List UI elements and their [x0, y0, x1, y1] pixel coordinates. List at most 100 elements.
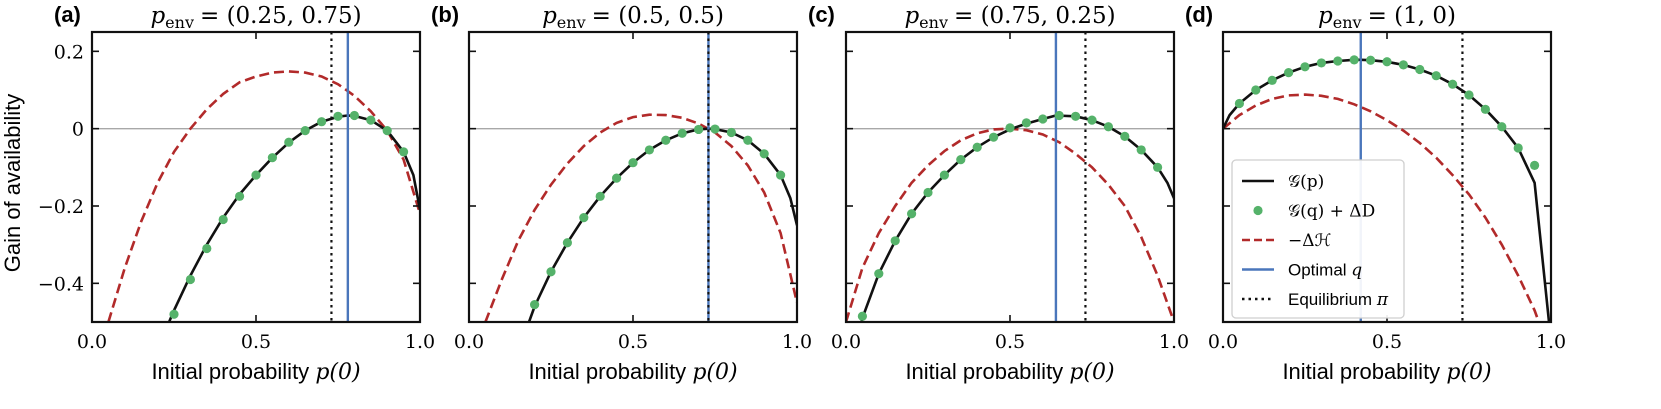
data-point	[1267, 75, 1277, 85]
x-tick-label: 0.0	[77, 331, 107, 353]
title-symbol: p	[1318, 3, 1333, 29]
data-point	[218, 214, 228, 225]
y-tick-label: −0.4	[38, 273, 84, 295]
legend-label-math: q	[1351, 261, 1362, 281]
title-subscript: env	[1333, 13, 1362, 32]
panel-d: 0.0 0.5 1.0 (d) penv = (1, 0) Initial probabil…	[1185, 2, 1566, 385]
x-tick-label: 1.0	[782, 331, 812, 353]
x-axis-label: Initial probability p(0)	[528, 359, 737, 385]
panel-b: 0.0 0.5 1.0 (b) penv = (0.5, 0.5) Initial prob…	[431, 2, 812, 385]
title-value: = (0.75, 0.25)	[954, 3, 1116, 29]
entropy-curve	[1223, 93, 1541, 322]
data-point	[546, 267, 556, 277]
data-point	[1021, 118, 1031, 128]
axes-frame	[844, 30, 1176, 324]
data-point	[1366, 55, 1376, 65]
data-point	[1054, 110, 1064, 121]
data-point	[595, 191, 605, 201]
data-point	[1316, 58, 1326, 68]
x-axis-label: Initial probability p(0)	[905, 359, 1114, 385]
panel-title: penv = (1, 0)	[1318, 3, 1456, 32]
legend-box	[1231, 159, 1405, 319]
x-tick-label: 0.0	[831, 331, 861, 353]
data-point	[890, 236, 900, 246]
legend-label-text: −Δℋ	[1288, 231, 1332, 251]
data-point	[956, 155, 966, 165]
legend-item-optimal: Optimal q	[1242, 261, 1362, 281]
title-subscript: env	[919, 13, 948, 32]
availability-curve	[860, 114, 1174, 322]
data-point	[726, 127, 737, 138]
data-point	[694, 124, 704, 135]
data-point	[628, 158, 638, 168]
entropy-curve	[484, 113, 797, 322]
y-tick-label: 0.2	[54, 41, 84, 63]
data-point	[349, 110, 359, 121]
entropy-curve	[846, 127, 1174, 322]
x-axis-label-text: Initial probability	[528, 359, 692, 384]
legend-item-entropy: −Δℋ	[1242, 231, 1332, 251]
axes-frame	[467, 30, 799, 324]
data-point	[1234, 98, 1244, 109]
data-point	[267, 153, 277, 163]
data-point	[644, 145, 655, 155]
title-value: = (1, 0)	[1368, 3, 1456, 29]
data-point	[1005, 123, 1015, 133]
x-axis-label-math: p(0)	[692, 360, 737, 385]
data-point	[989, 132, 999, 142]
panel-label: (d)	[1185, 2, 1213, 27]
panel-a: 0.0 0.5 1.0 −0.4 −0.2 0 0.2 (a) penv = (0.25, 0.7…	[38, 2, 435, 385]
legend-label: Optimal q	[1288, 261, 1362, 281]
availability-curve	[527, 127, 797, 322]
data-point	[1513, 143, 1523, 153]
x-axis-label-math: p(0)	[1446, 360, 1491, 385]
data-point	[857, 311, 868, 321]
data-point	[1480, 104, 1490, 114]
data-point	[1415, 64, 1425, 75]
data-point	[1382, 57, 1392, 67]
x-tick-label: 1.0	[405, 331, 435, 353]
plot-area	[846, 32, 1174, 322]
data-point	[661, 135, 671, 145]
data-point	[579, 213, 589, 223]
legend-item-curve: 𝒢(p)	[1242, 172, 1324, 192]
data-point	[202, 243, 212, 254]
data-point	[710, 124, 720, 134]
legend-label: 𝒢(q) + ΔD	[1288, 202, 1375, 222]
x-tick-label: 0.0	[1208, 331, 1238, 353]
x-tick-label: 0.0	[454, 331, 484, 353]
data-point	[251, 170, 261, 180]
x-axis-label: Initial probability p(0)	[1282, 359, 1491, 385]
data-point	[874, 269, 884, 279]
availability-curve	[167, 114, 420, 322]
data-point	[677, 128, 687, 138]
plot-area	[107, 32, 420, 322]
plot-area	[484, 32, 797, 322]
data-point	[1087, 115, 1097, 125]
legend-label-math: π	[1376, 290, 1389, 310]
plot-area	[1223, 32, 1551, 322]
x-tick-label: 0.5	[618, 331, 648, 353]
title-subscript: env	[557, 13, 586, 32]
data-point	[333, 111, 343, 121]
y-tick-label: 0	[72, 119, 84, 141]
y-axis-label: Gain of availability	[0, 94, 25, 273]
data-point	[1497, 122, 1507, 132]
title-symbol: p	[150, 3, 165, 29]
x-tick-label: 1.0	[1536, 331, 1566, 353]
data-point	[776, 170, 786, 180]
x-tick-label: 0.5	[995, 331, 1025, 353]
x-axis-label-text: Initial probability	[1282, 359, 1446, 384]
panel-c: 0.0 0.5 1.0 (c) penv = (0.75, 0.25) Initial pr…	[808, 2, 1189, 385]
x-tick-label: 0.5	[241, 331, 271, 353]
data-point	[562, 238, 573, 248]
data-point	[1153, 162, 1163, 172]
data-point	[366, 115, 376, 125]
data-point	[907, 209, 917, 219]
data-point	[1300, 62, 1310, 72]
title-value: = (0.25, 0.75)	[200, 3, 362, 29]
data-point	[1448, 79, 1458, 89]
data-point	[284, 137, 294, 147]
data-point	[1103, 122, 1113, 132]
